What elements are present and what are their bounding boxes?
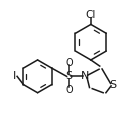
Text: Cl: Cl	[86, 10, 96, 20]
Text: S: S	[109, 79, 116, 90]
Text: O: O	[65, 85, 73, 95]
Text: N: N	[81, 71, 90, 81]
Text: O: O	[65, 58, 73, 68]
Text: I: I	[13, 71, 16, 81]
Text: S: S	[65, 71, 73, 81]
